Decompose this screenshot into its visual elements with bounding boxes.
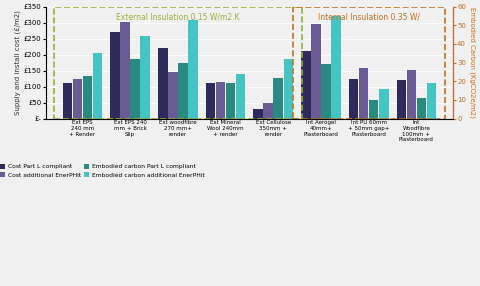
Bar [62, 84, 72, 118]
Bar [120, 22, 130, 118]
Bar [110, 31, 120, 118]
Bar [407, 70, 416, 118]
Bar [93, 53, 102, 118]
Bar [369, 100, 379, 118]
Bar [236, 74, 245, 118]
Bar [331, 16, 341, 118]
Bar [140, 37, 150, 118]
Bar [301, 51, 311, 118]
Bar [226, 83, 235, 118]
Legend: Cost Part L compliant, Cost additional EnerPHit, Embodied carbon Part L complian: Cost Part L compliant, Cost additional E… [0, 164, 204, 178]
Bar [253, 109, 263, 118]
Text: External Insulation 0.15 W/m2.K: External Insulation 0.15 W/m2.K [116, 12, 240, 21]
Bar [130, 59, 140, 118]
Text: Internal Insulation 0.35 W/: Internal Insulation 0.35 W/ [318, 12, 420, 21]
Bar [158, 48, 168, 118]
Bar [178, 63, 188, 118]
Bar [284, 59, 293, 118]
Bar [274, 78, 283, 118]
Bar [321, 64, 331, 118]
Bar [359, 68, 369, 118]
Bar [417, 98, 426, 118]
Bar [83, 76, 92, 118]
Bar [206, 84, 215, 118]
Bar [72, 79, 82, 118]
Bar [396, 80, 406, 118]
Y-axis label: Embodied Carbon (KgCO2e/m2): Embodied Carbon (KgCO2e/m2) [469, 7, 476, 118]
Bar [311, 24, 321, 118]
Bar [264, 103, 273, 118]
Bar [168, 72, 178, 118]
Y-axis label: Supply and install cost (£/m2): Supply and install cost (£/m2) [14, 10, 21, 115]
Bar [349, 79, 359, 118]
Bar [379, 89, 388, 118]
Bar [188, 20, 198, 118]
Bar [427, 83, 436, 118]
Bar [216, 82, 225, 118]
